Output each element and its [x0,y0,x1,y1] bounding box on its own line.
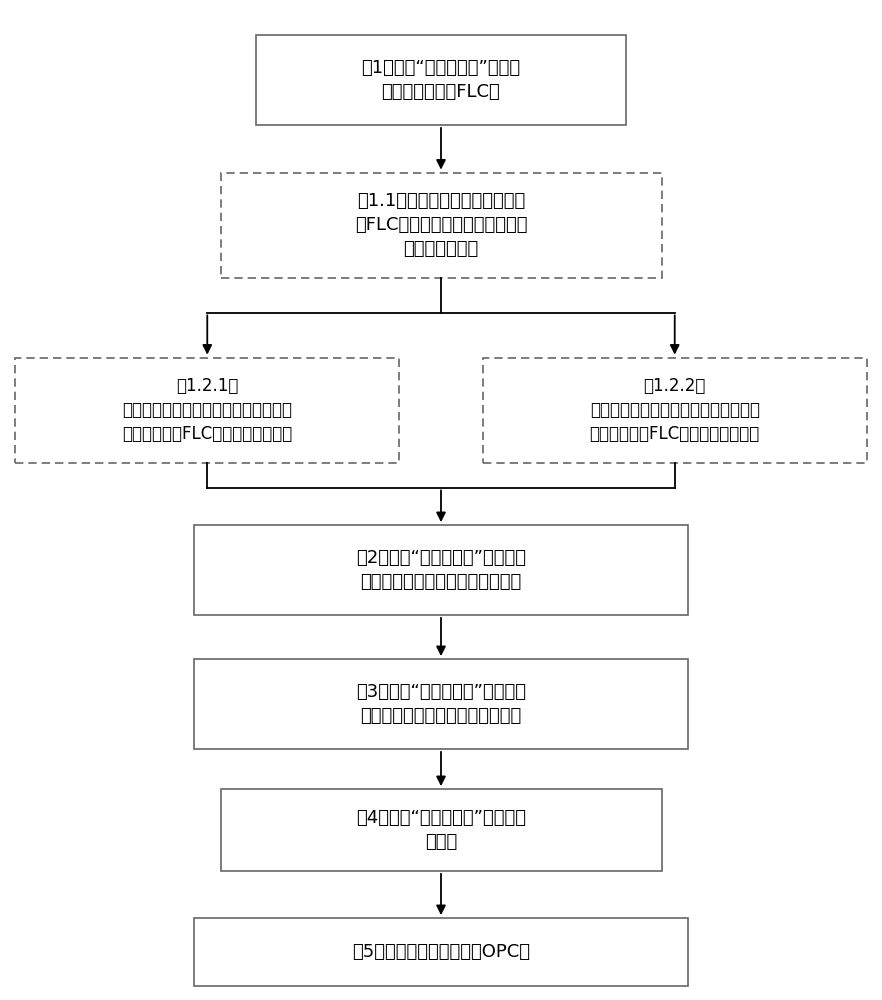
Bar [15,358,400,462]
Text: （4）启动“第三道防线”高周切机
措施。: （4）启动“第三道防线”高周切机 措施。 [356,809,526,851]
Bar [483,358,866,462]
Bar [256,35,626,125]
Text: （1.2.2）
抑制多直流孤岛电网频率降低的多直流
频率限制器（FLC）协调控制策略。: （1.2.2） 抑制多直流孤岛电网频率降低的多直流 频率限制器（FLC）协调控制… [589,377,760,443]
Text: （1）启动“第一道防线”多直流
频率限制功能（FLC）: （1）启动“第一道防线”多直流 频率限制功能（FLC） [362,59,520,101]
Bar [194,659,688,749]
Bar [220,789,662,871]
Text: （1.1）设置多直流频率限制功能
（FLC）的死区，同时设定发电机
调速器的死区。: （1.1）设置多直流频率限制功能 （FLC）的死区，同时设定发电机 调速器的死区… [355,192,527,258]
Text: （5）启动发电机过速保护OPC。: （5）启动发电机过速保护OPC。 [352,943,530,961]
Text: （1.2.1）
抑制多直流孤岛电网频率升高的多直流
频率限制器（FLC）协调控制策略。: （1.2.1） 抑制多直流孤岛电网频率升高的多直流 频率限制器（FLC）协调控制… [122,377,293,443]
Bar [220,172,662,277]
Bar [194,918,688,986]
Bar [194,525,688,615]
Text: （3）启动“第二道防线”即安全稳
定控制措施，逐轮切机或切负荷。: （3）启动“第二道防线”即安全稳 定控制措施，逐轮切机或切负荷。 [356,683,526,725]
Text: （2）启动“第一道防线”另一项措
施，发电机调速器一次调频控制。: （2）启动“第一道防线”另一项措 施，发电机调速器一次调频控制。 [356,549,526,591]
